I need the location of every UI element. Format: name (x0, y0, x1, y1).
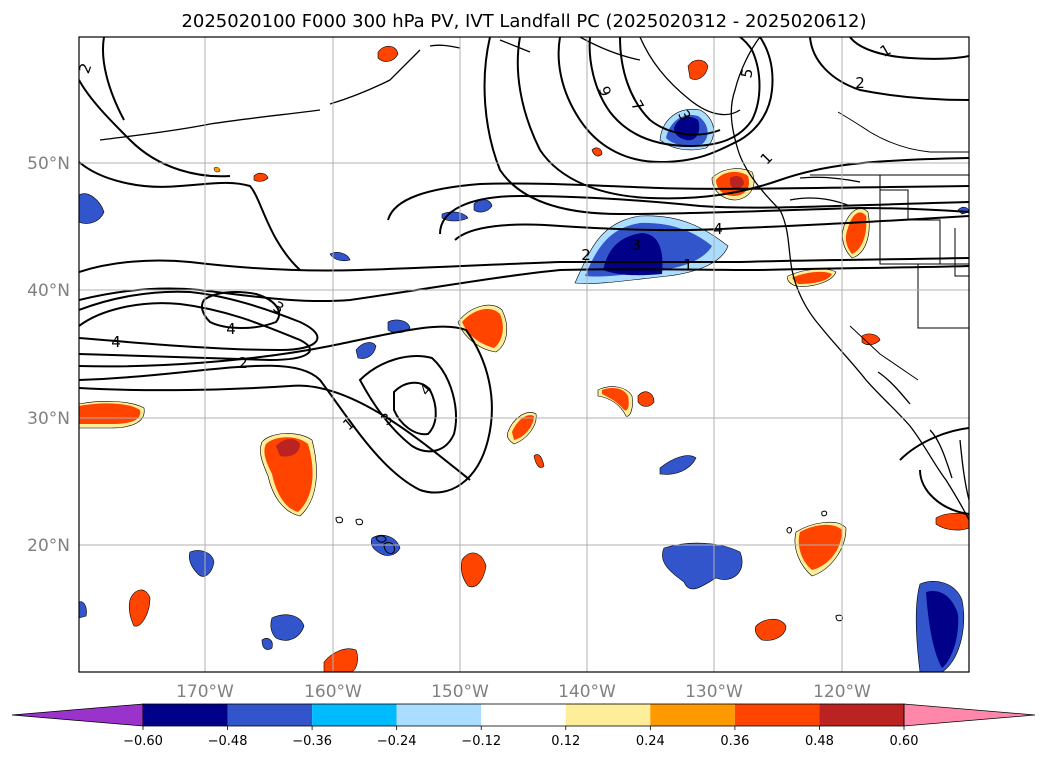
colorbar-tick-label: 0.60 (890, 734, 919, 749)
lat-label-40n: 40°N (27, 281, 70, 301)
colorbar-segment (734, 704, 820, 726)
lon-label-130w: 130°W (685, 682, 743, 702)
colorbar-tick-label: −0.12 (461, 734, 501, 749)
contour-label: 2 (238, 354, 248, 372)
colorbar-tick-label: 0.48 (805, 734, 834, 749)
lon-label-170w: 170°W (176, 682, 234, 702)
lon-label-150w: 150°W (431, 682, 489, 702)
colorbar-segment (227, 704, 313, 726)
colorbar-tick-label: 0.24 (636, 734, 665, 749)
colorbar-outline (142, 703, 905, 727)
lon-label-120w: 120°W (813, 682, 871, 702)
colorbar-segment (565, 704, 651, 726)
coastline (99, 37, 969, 521)
colorbar-tick-label: −0.48 (208, 734, 248, 749)
contour-label: 2 (855, 74, 865, 92)
colorbar-tick-label: 0.12 (551, 734, 580, 749)
islands (335, 510, 843, 622)
colorbar-segment (143, 704, 228, 726)
graticule (79, 37, 969, 672)
lat-label-20n: 20°N (27, 536, 70, 556)
lon-label-160w: 160°W (304, 682, 362, 702)
lat-label-50n: 50°N (27, 154, 70, 174)
colorbar-tick-label: −0.24 (377, 734, 417, 749)
colorbar-tick-label: 0.36 (720, 734, 749, 749)
contour-label: 3 (631, 236, 641, 254)
colorbar-segment (396, 704, 482, 726)
contour-label: 2 (581, 246, 591, 264)
contour-label: 4 (226, 320, 236, 338)
contour-label: 4 (111, 333, 121, 351)
colorbar-segment (819, 704, 904, 726)
colorbar-extend-high (903, 703, 1036, 727)
map-frame (78, 36, 970, 673)
colorbar-segment (481, 704, 566, 726)
colorbar-tick-label: −0.60 (123, 734, 163, 749)
colorbar-segment (312, 704, 397, 726)
lat-axis: 50°N 40°N 30°N 20°N (27, 154, 70, 556)
ocean-background (79, 37, 969, 672)
colorbar-tick-label: −0.36 (292, 734, 332, 749)
lat-label-30n: 30°N (27, 409, 70, 429)
contour-label: 4 (713, 220, 723, 238)
contour-label: 1 (683, 256, 693, 274)
contour-label: 5 (737, 67, 756, 80)
lon-label-140w: 140°W (558, 682, 616, 702)
lon-axis: 170°W 160°W 150°W 140°W 130°W 120°W (176, 682, 871, 702)
figure-title: 2025020100 F000 300 hPa PV, IVT Landfall… (181, 11, 866, 32)
pv-anomaly-fills (79, 45, 969, 672)
ivt-contours (79, 37, 969, 515)
political-borders (810, 111, 969, 381)
colorbar: −0.60 −0.48 −0.36 −0.24 −0.12 0.12 0.24 0.36 0.4… (11, 703, 1036, 749)
map-panel: 2 1 9 7 5 1 2 4 2 3 1 3 4 2 4 3 1 3 4 (79, 37, 969, 672)
colorbar-extend-low (11, 703, 144, 727)
colorbar-segment (650, 704, 735, 726)
